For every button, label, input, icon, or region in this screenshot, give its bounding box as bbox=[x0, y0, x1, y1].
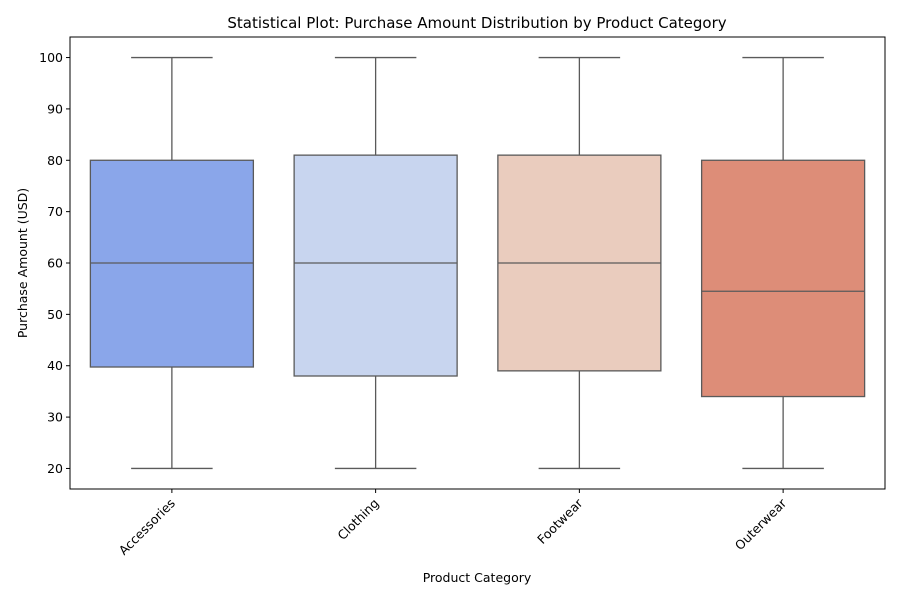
y-tick-label: 70 bbox=[47, 204, 63, 219]
x-tick-label: Accessories bbox=[116, 496, 178, 558]
y-tick-label: 60 bbox=[47, 256, 63, 271]
box bbox=[700, 159, 866, 398]
chart-title: Statistical Plot: Purchase Amount Distri… bbox=[227, 14, 726, 32]
y-tick-label: 50 bbox=[47, 307, 63, 322]
box bbox=[293, 154, 458, 377]
y-tick-label: 40 bbox=[47, 358, 63, 373]
y-axis-label: Purchase Amount (USD) bbox=[15, 188, 30, 338]
y-tick-label: 100 bbox=[39, 50, 63, 65]
plot-area: 20 30 40 50 60 70 80 90 100 Accessories Clothing Fo… bbox=[39, 36, 886, 558]
x-tick-label: Clothing bbox=[334, 496, 381, 543]
x-tick-label: Outerwear bbox=[732, 495, 790, 553]
y-tick-label: 90 bbox=[47, 101, 63, 116]
y-tick-label: 30 bbox=[47, 410, 63, 425]
x-axis-label: Product Category bbox=[423, 570, 532, 585]
y-tick-label: 20 bbox=[47, 461, 63, 476]
x-tick-label: Footwear bbox=[534, 495, 586, 547]
y-tick-label: 80 bbox=[47, 153, 63, 168]
